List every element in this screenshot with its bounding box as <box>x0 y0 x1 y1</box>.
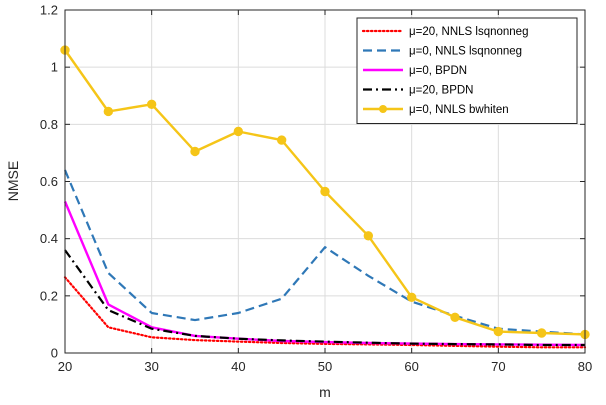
x-tick-label: 20 <box>58 359 72 374</box>
series-marker <box>536 328 547 338</box>
legend-item: μ=20, NNLS lsqnonneg <box>361 26 528 38</box>
series-marker <box>320 186 330 197</box>
x-tick-label: 70 <box>491 359 505 374</box>
y-axis-label: NMSE <box>5 161 21 201</box>
legend-item: μ=20, BPDN <box>363 85 473 97</box>
legend-label: μ=0, NNLS lsqnonneg <box>409 46 522 58</box>
x-tick-label: 80 <box>578 359 592 374</box>
legend-item: μ=0, BPDN <box>363 65 467 77</box>
x-tick-label: 60 <box>404 359 418 374</box>
y-tick-label: 0.6 <box>40 174 58 189</box>
series-marker <box>406 292 417 302</box>
series-1 <box>63 276 587 349</box>
legend-marker <box>379 105 387 113</box>
series-4 <box>64 249 585 347</box>
x-axis-label: m <box>319 384 331 400</box>
legend-label: μ=20, NNLS lsqnonneg <box>409 26 528 38</box>
y-tick-label: 0 <box>51 346 58 361</box>
series-layer <box>60 45 590 349</box>
y-tick-label: 0.2 <box>40 288 58 303</box>
series-marker <box>233 126 244 137</box>
y-tick-label: 1 <box>51 60 58 75</box>
y-tick-label: 1.2 <box>40 3 58 18</box>
series-marker <box>363 231 374 241</box>
series-marker <box>450 312 460 322</box>
series-5 <box>60 45 590 340</box>
series-marker <box>276 135 287 145</box>
legend-label: μ=20, BPDN <box>409 85 473 97</box>
x-tick-label: 50 <box>318 359 332 374</box>
x-tick-label: 30 <box>144 359 158 374</box>
series-marker <box>146 99 157 110</box>
series-marker <box>190 146 200 157</box>
series-marker <box>493 326 504 337</box>
legend-item: μ=0, NNLS bwhiten <box>363 104 509 116</box>
series-3 <box>63 201 586 347</box>
series-marker <box>103 106 114 117</box>
x-tick-label: 40 <box>231 359 245 374</box>
series-line <box>63 201 586 347</box>
legend: μ=20, NNLS lsqnonneg μ=0, NNLS lsqnonneg μ… <box>356 17 578 124</box>
legend-label: μ=0, BPDN <box>409 65 467 77</box>
axis-ticks: 20 30 40 50 60 70 80 0 0.2 0.4 0.6 0.8 1 1.2 <box>40 3 592 375</box>
y-tick-label: 0.8 <box>40 117 58 132</box>
series-line <box>64 249 585 347</box>
legend-label: μ=0, NNLS bwhiten <box>409 104 509 116</box>
series-line <box>63 276 587 349</box>
y-tick-label: 0.4 <box>40 231 58 246</box>
legend-item: μ=0, NNLS lsqnonneg <box>363 46 522 58</box>
